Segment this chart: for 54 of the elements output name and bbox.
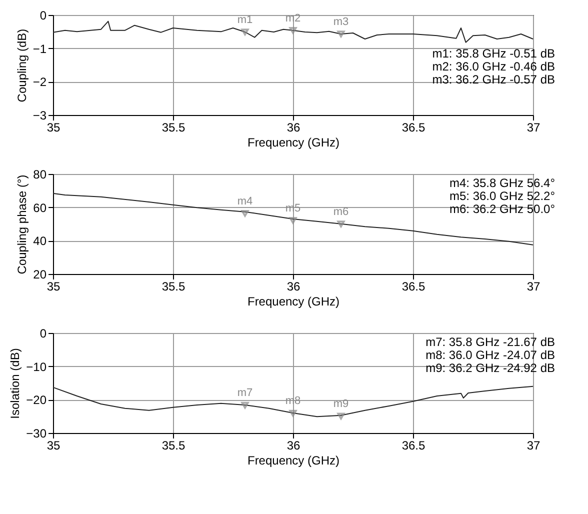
x-tick-label: 37	[526, 280, 540, 294]
y-tick-label: −2	[32, 75, 47, 90]
x-tick-label: 35.5	[162, 438, 186, 452]
y-axis-title: Coupling phase (°)	[15, 174, 30, 274]
x-tick-label: 36	[286, 120, 300, 134]
annotation: m8: 36.0 GHz -24.07 dB	[426, 348, 555, 362]
annotation: m7	[237, 387, 253, 400]
x-tick-label: 37	[526, 438, 540, 452]
point	[337, 220, 345, 228]
point	[337, 412, 345, 420]
y-tick-label: 60	[33, 200, 47, 215]
x-tick-label: 35	[46, 438, 60, 452]
annotation: m3: 36.2 GHz -0.57 dB	[432, 72, 555, 86]
y-tick-label: −30	[26, 426, 47, 440]
x-tick-label: 35.5	[162, 120, 186, 134]
x-axis-title: Frequency (GHz)	[247, 294, 340, 308]
y-tick-label: 20	[33, 268, 47, 282]
annotation: m9	[333, 398, 349, 410]
x-axis-title: Frequency (GHz)	[247, 136, 340, 150]
annotation: m4	[237, 195, 253, 208]
annotation: m1	[237, 14, 253, 26]
y-tick-label: 0	[40, 8, 47, 22]
y-tick-label: 80	[33, 168, 47, 182]
x-tick-label: 35	[46, 120, 60, 134]
y-tick-label: −10	[26, 360, 47, 374]
x-tick-label: 35	[46, 280, 60, 294]
x-tick-label: 36.5	[402, 280, 426, 294]
x-tick-label: 35.5	[162, 280, 186, 294]
annotation: m3	[333, 16, 349, 28]
x-axis-title: Frequency (GHz)	[247, 454, 340, 468]
y-tick-label: −3	[32, 108, 47, 122]
y-axis-title: Isolation (dB)	[8, 348, 22, 419]
annotation: m1: 35.8 GHz -0.51 dB	[432, 46, 555, 60]
annotation: m5: 36.0 GHz 52.2°	[449, 189, 556, 203]
point	[241, 210, 249, 217]
annotation: m6	[333, 206, 349, 218]
x-tick-label: 36.5	[402, 438, 426, 452]
y-axis-title: Coupling (dB)	[14, 28, 29, 102]
annotation: m9: 36.2 GHz -24.92 dB	[426, 361, 555, 375]
y-tick-label: 0	[40, 326, 47, 340]
point	[289, 410, 297, 417]
x-tick-label: 36	[286, 438, 300, 452]
annotation: m2: 36.0 GHz -0.46 dB	[432, 59, 555, 74]
y-tick-label: −1	[32, 42, 47, 56]
annotation: m4: 35.8 GHz 56.4°	[449, 176, 556, 190]
point	[241, 402, 249, 409]
y-tick-label: 40	[33, 234, 47, 248]
annotation: m6: 36.2 GHz 50.0°	[449, 202, 556, 216]
annotation: m7: 35.8 GHz -21.67 dB	[426, 335, 555, 349]
x-tick-label: 36.5	[402, 120, 426, 134]
x-tick-label: 36	[286, 280, 300, 294]
y-tick-label: −20	[26, 393, 47, 408]
point	[289, 216, 297, 224]
x-tick-label: 37	[526, 120, 540, 134]
